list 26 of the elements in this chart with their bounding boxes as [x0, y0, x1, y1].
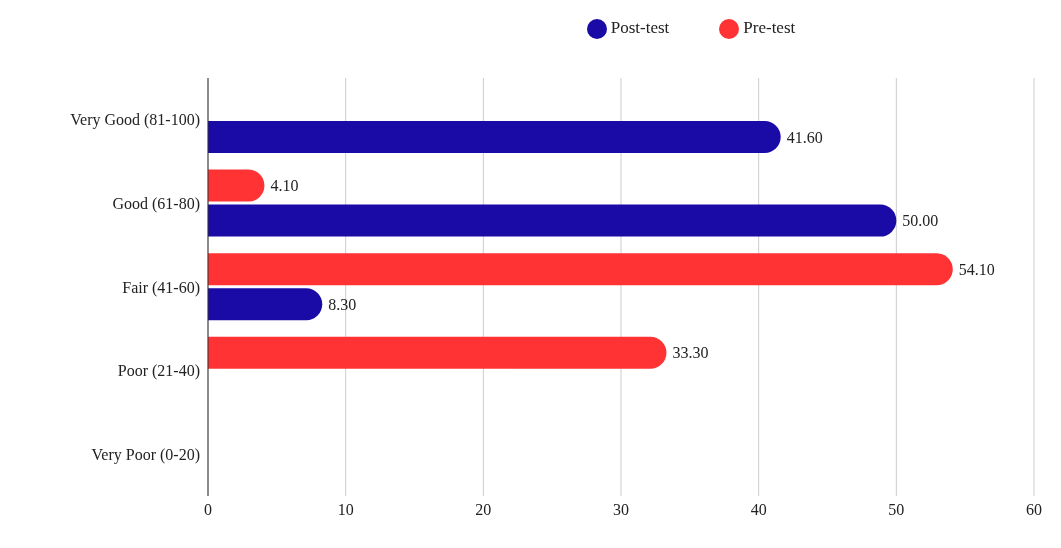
data-label: 50.00: [902, 212, 939, 230]
bar: [208, 336, 667, 369]
data-label: 33.30: [672, 344, 709, 362]
x-tick-label: 60: [1026, 501, 1042, 519]
data-label: 8.30: [328, 295, 357, 313]
bar: [208, 204, 897, 237]
y-tick-label: Poor (21-40): [117, 362, 200, 381]
x-tick-label: 0: [204, 501, 212, 519]
x-tick-label: 30: [613, 501, 629, 519]
x-tick-label: 40: [750, 501, 767, 519]
y-tick-label: Very Poor (0-20): [91, 445, 200, 464]
y-tick-label: Fair (41-60): [122, 278, 200, 297]
y-tick-label: Good (61-80): [112, 195, 200, 214]
bar: [208, 121, 781, 153]
data-label: 4.10: [270, 177, 299, 195]
data-label: 54.10: [958, 260, 995, 278]
x-tick-label: 20: [475, 501, 492, 519]
legend-label: Post-test: [610, 18, 670, 37]
bar: [208, 288, 323, 321]
x-tick-label: 10: [337, 501, 354, 519]
data-label: 41.60: [786, 128, 823, 146]
legend-label: Pre-test: [743, 18, 796, 37]
y-tick-label: Very Good (81-100): [70, 111, 200, 130]
bar: [208, 253, 953, 286]
x-tick-label: 50: [888, 501, 905, 519]
bar: [208, 169, 265, 202]
